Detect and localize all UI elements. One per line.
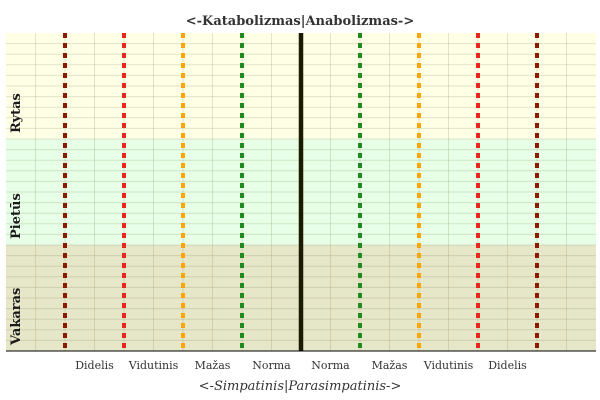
- x-tick-label-4: Norma: [252, 359, 291, 372]
- x-axis-label: <-Simpatinis|Parasimpatinis->: [199, 379, 402, 394]
- x-tick-label-7: Vidutinis: [423, 359, 474, 372]
- band-labels: Rytas Pietūs Vakaras: [9, 93, 24, 346]
- band-label-2: Pietūs: [9, 193, 24, 239]
- band-label-1: Rytas: [9, 93, 24, 133]
- x-tick-label-2: Vidutinis: [128, 359, 179, 372]
- x-tick-label-1: Didelis: [75, 359, 114, 372]
- band-label-3: Vakaras: [9, 288, 24, 346]
- x-tick-label-5: Norma: [311, 359, 350, 372]
- x-tick-labels: Didelis Vidutinis Mažas Norma Norma Mažas Vidu…: [75, 359, 527, 372]
- chart-title: <-Katabolizmas|Anabolizmas->: [186, 14, 414, 29]
- reference-lines: [63, 33, 539, 351]
- x-tick-label-8: Didelis: [488, 359, 527, 372]
- x-tick-label-3: Mažas: [195, 359, 231, 372]
- x-tick-label-6: Mažas: [372, 359, 408, 372]
